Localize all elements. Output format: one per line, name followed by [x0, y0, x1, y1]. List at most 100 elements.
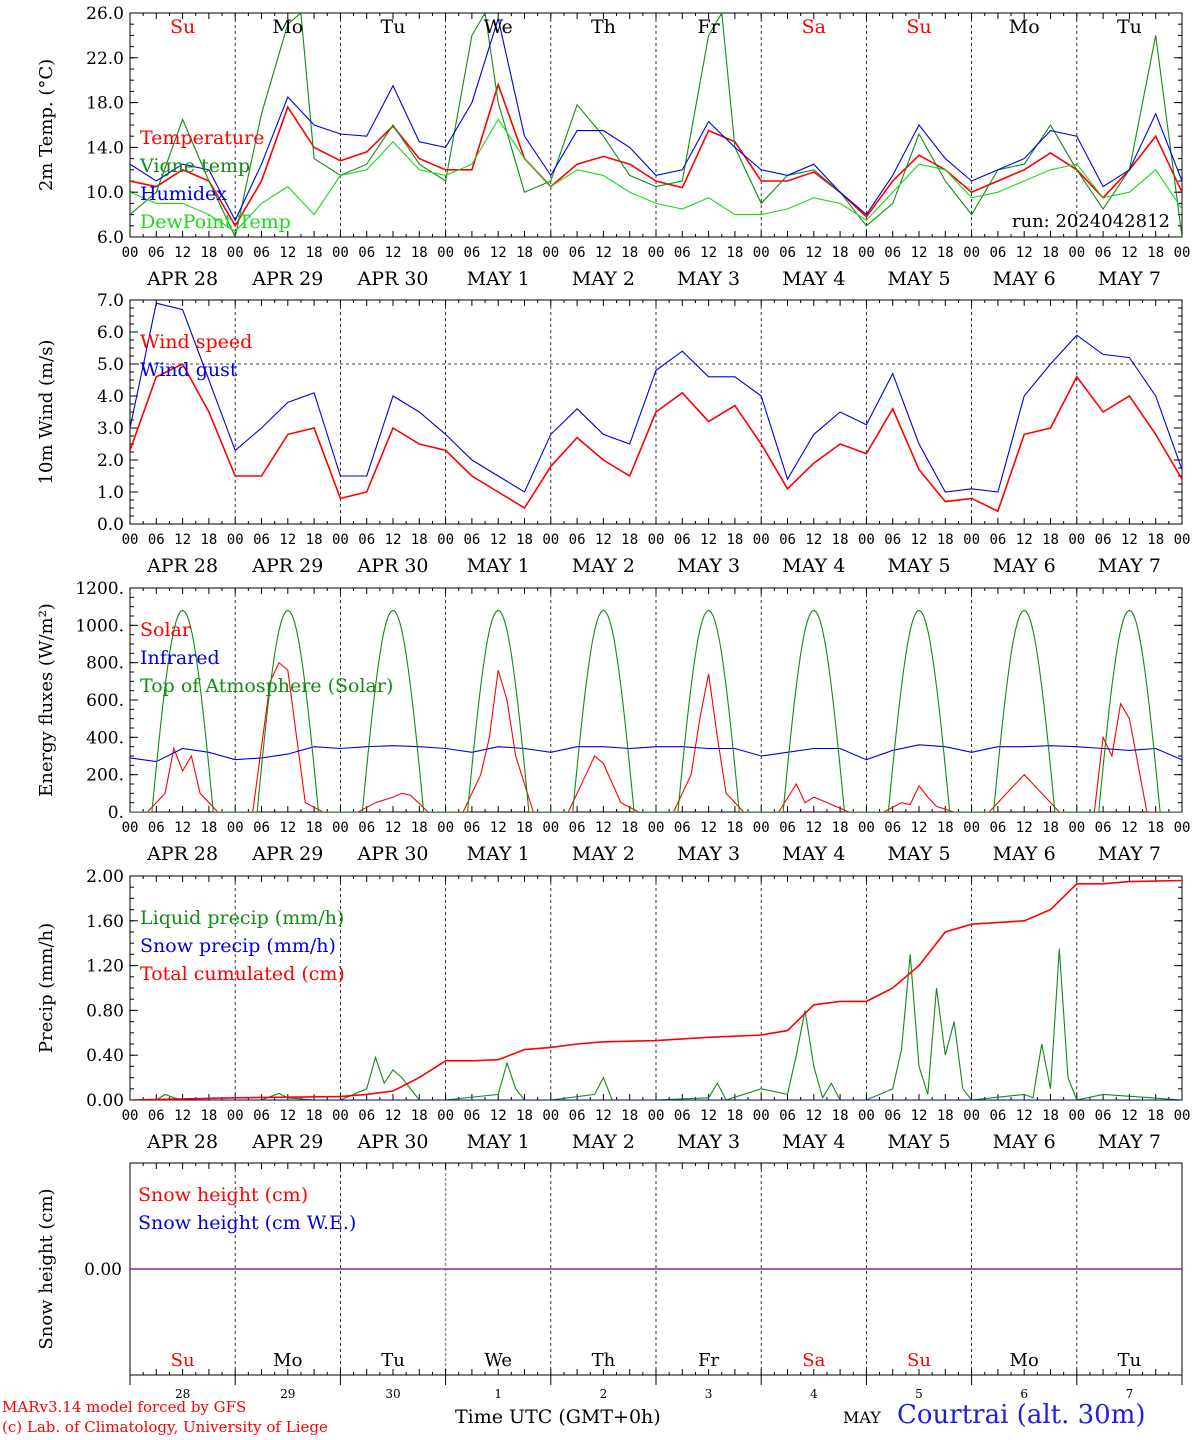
day-number-label: 3 [705, 1387, 713, 1401]
series-line-total-cumulated-cm- [130, 879, 1182, 1100]
hour-tick-label: 06 [989, 245, 1006, 261]
hour-tick-label: 18 [411, 245, 428, 261]
hour-tick-label: 00 [332, 820, 349, 836]
hour-tick-label: 00 [1174, 532, 1191, 548]
hour-tick-label: 00 [963, 820, 980, 836]
y-tick-label: 10.0 [86, 183, 124, 203]
panel-frame [129, 587, 1183, 813]
hour-tick-label: 06 [1095, 820, 1112, 836]
y-tick-label: 3.0 [97, 419, 124, 439]
hour-tick-label: 12 [385, 1108, 402, 1124]
hour-tick-label: 18 [1042, 532, 1059, 548]
legend-entry: Vigne temp [139, 155, 250, 177]
hour-tick-label: 18 [411, 820, 428, 836]
date-label: MAY 4 [782, 1131, 845, 1153]
hour-tick-label: 12 [805, 1108, 822, 1124]
legend-entry: Snow height (cm) [138, 1184, 308, 1206]
hour-tick-label: 12 [174, 245, 191, 261]
y-tick-label: 600. [86, 691, 124, 711]
legend-entry: Infrared [140, 647, 220, 669]
day-of-week-label: Th [592, 1350, 616, 1371]
hour-tick-label: 06 [1095, 1108, 1112, 1124]
hour-tick-label: 18 [726, 1108, 743, 1124]
hour-tick-label: 06 [569, 1108, 586, 1124]
day-number-label: 1 [494, 1387, 502, 1401]
panel-wind: 0.0 1.0 2.0 3.0 4.0 5.0 6.0 7.0 10m Wind (m/s) Wi… [36, 291, 1190, 577]
hour-tick-label: 18 [200, 1108, 217, 1124]
series-line-temperature [130, 82, 1182, 228]
date-label: APR 30 [356, 555, 428, 577]
y-axis-label: Snow height (cm) [36, 1188, 57, 1349]
hour-tick-label: 18 [200, 820, 217, 836]
day-of-week-label: Tu [1118, 1350, 1142, 1371]
hour-tick-label: 12 [805, 245, 822, 261]
hour-tick-label: 12 [1121, 532, 1138, 548]
hour-tick-label: 00 [332, 245, 349, 261]
day-of-week-label: Tu [381, 16, 406, 38]
hour-tick-label: 00 [648, 820, 665, 836]
y-tick-label: 1200. [75, 579, 124, 599]
hour-tick-label: 00 [542, 1108, 559, 1124]
day-number-label: 4 [810, 1387, 818, 1401]
date-label: APR 29 [251, 843, 323, 865]
hour-tick-label: 06 [253, 245, 270, 261]
day-of-week-label: Fr [698, 1350, 719, 1371]
hour-tick-label: 06 [884, 1108, 901, 1124]
day-number-label: 29 [280, 1387, 295, 1401]
hour-tick-label: 06 [779, 820, 796, 836]
day-of-week-label: Su [170, 16, 195, 38]
date-label: APR 30 [356, 843, 428, 865]
hour-tick-label: 18 [1042, 1108, 1059, 1124]
hour-tick-label: 12 [700, 820, 717, 836]
hour-tick-label: 18 [621, 1108, 638, 1124]
series-line-liquid-precip-mm-h- [130, 948, 1182, 1100]
hour-tick-label: 00 [1068, 532, 1085, 548]
hour-tick-label: 06 [569, 820, 586, 836]
hour-tick-label: 12 [385, 820, 402, 836]
date-label: MAY 7 [1098, 555, 1161, 577]
hour-tick-label: 00 [753, 532, 770, 548]
hour-tick-label: 06 [148, 820, 165, 836]
legend-entry: Snow precip (mm/h) [140, 935, 336, 957]
hour-tick-label: 18 [621, 245, 638, 261]
hour-tick-label: 18 [516, 820, 533, 836]
legend-entry: Total cumulated (cm) [140, 963, 345, 985]
hour-tick-label: 18 [1042, 820, 1059, 836]
hour-tick-label: 00 [1068, 1108, 1085, 1124]
date-label: APR 29 [251, 1131, 323, 1153]
hour-tick-label: 18 [200, 245, 217, 261]
hour-tick-label: 12 [805, 820, 822, 836]
date-label: MAY 3 [677, 1131, 740, 1153]
y-axis-label: 10m Wind (m/s) [36, 340, 57, 485]
day-of-week-label: Tu [381, 1350, 405, 1371]
legend-entry: Temperature [140, 127, 264, 149]
hour-tick-label: 12 [595, 1108, 612, 1124]
y-axis-label: 2m Temp. (°C) [36, 59, 57, 191]
date-label: MAY 2 [572, 268, 635, 290]
hour-tick-label: 12 [490, 1108, 507, 1124]
hour-tick-label: 12 [174, 532, 191, 548]
hour-tick-label: 00 [1068, 245, 1085, 261]
date-label: APR 30 [356, 268, 428, 290]
hour-tick-label: 06 [989, 532, 1006, 548]
hour-tick-label: 18 [726, 820, 743, 836]
hour-tick-label: 12 [700, 1108, 717, 1124]
hour-tick-label: 12 [1016, 532, 1033, 548]
hour-tick-label: 00 [542, 532, 559, 548]
hour-tick-label: 18 [937, 820, 954, 836]
day-of-week-label: Su [907, 1350, 931, 1371]
day-of-week-label: Fr [697, 16, 720, 38]
hour-tick-label: 18 [516, 245, 533, 261]
date-label: MAY 1 [467, 1131, 530, 1153]
hour-tick-label: 12 [490, 820, 507, 836]
day-of-week-label: Sa [802, 1350, 825, 1371]
hour-tick-label: 18 [937, 245, 954, 261]
day-of-week-label: Mo [273, 1350, 302, 1371]
hour-tick-label: 12 [595, 245, 612, 261]
hour-tick-label: 06 [569, 532, 586, 548]
date-label: APR 28 [146, 555, 218, 577]
y-tick-label: 7.0 [97, 291, 124, 311]
hour-tick-label: 18 [1147, 1108, 1164, 1124]
hour-tick-label: 18 [516, 1108, 533, 1124]
hour-tick-label: 06 [1095, 532, 1112, 548]
